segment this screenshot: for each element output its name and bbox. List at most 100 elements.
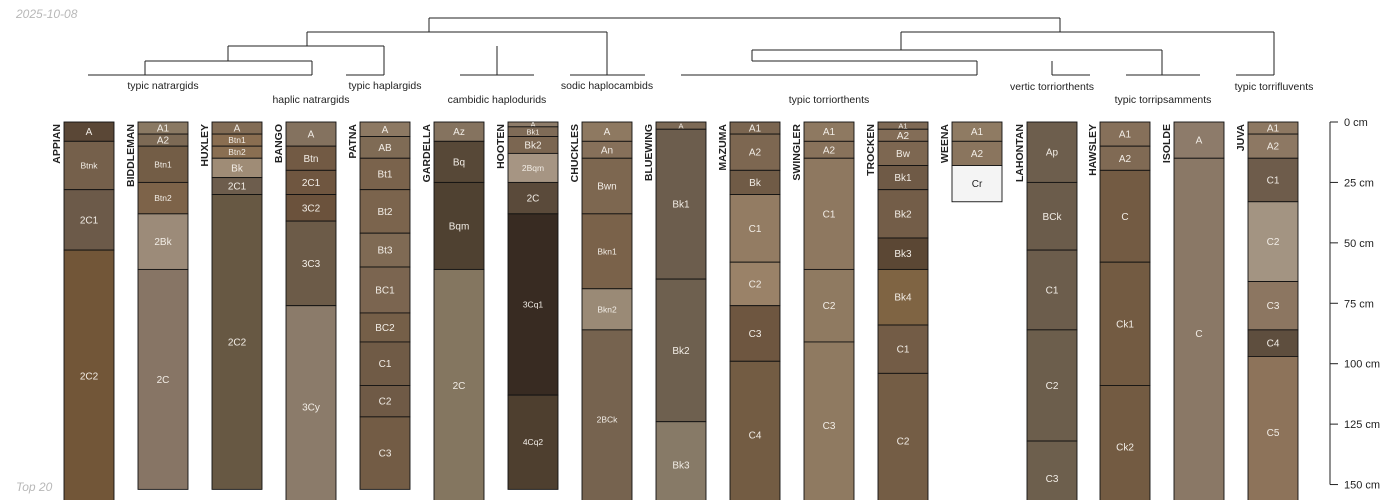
horizon [877,372,929,500]
horizon-label: C1 [749,224,762,235]
horizon [1247,281,1299,331]
horizon-label: A [1196,136,1203,147]
horizon-label: 2C2 [80,371,99,382]
taxon-label: typic haplargids [349,80,422,92]
taxon-label: vertic torriorthents [1010,81,1094,93]
horizon [877,324,929,374]
horizon-label: Az [453,127,465,138]
horizon-label: Bw [896,149,911,160]
horizon [507,213,559,396]
horizon-label: 2C [453,381,466,392]
horizon-label: 2C [527,194,540,205]
horizon [137,268,189,490]
depth-tick-label: 100 cm [1344,359,1380,371]
horizon-label: C4 [1267,339,1280,350]
horizon [729,133,781,171]
horizon-label: A [530,120,535,129]
horizon-label: C4 [749,431,762,442]
horizon-label: Bk2 [524,140,542,151]
horizon [359,341,411,386]
horizon-label: Ap [1046,148,1059,159]
horizon-label: Bqm [449,221,470,232]
horizon-label: A2 [897,131,910,142]
profile-name: BIDDLEMAN [125,124,137,187]
profile-name: HUXLEY [199,124,211,167]
horizon [1247,133,1299,159]
horizon [877,237,929,270]
horizon [729,305,781,362]
horizon-label: C1 [1046,285,1059,296]
horizon-label: A2 [1267,142,1280,153]
horizon-label: A [308,130,315,141]
horizon [1026,440,1078,500]
horizon-label: A [382,125,389,136]
horizon [1247,201,1299,282]
depth-tick-label: 25 cm [1344,177,1374,189]
horizon-label: Bk2 [672,346,690,357]
horizon-label: C2 [897,437,910,448]
depth-tick-label: 75 cm [1344,298,1374,310]
horizon-label: C2 [823,301,836,312]
taxon-label: cambidic haplodurids [448,94,547,106]
profile-name: CHUCKLES [569,124,581,182]
horizon-label: Bwn [597,182,616,193]
horizon-label: A [234,124,241,135]
horizon [285,169,337,195]
horizon-label: Btn [303,154,318,165]
horizon-label: C [1121,212,1128,223]
profile-name: HOOTEN [495,124,507,169]
profile-name: MAZUMA [717,124,729,171]
horizon-label: Bk2 [894,209,912,220]
horizon-label: A2 [971,149,984,160]
horizon-label: BC2 [375,323,395,334]
horizon [63,249,115,500]
horizon-label: 2C2 [228,337,247,348]
horizon-label: Bt1 [377,169,392,180]
profile-name: ISOLDE [1161,124,1173,163]
horizon-label: A2 [823,145,836,156]
horizon [655,278,707,423]
horizon-label: Cr [972,179,983,190]
horizon [433,140,485,183]
horizon-label: C1 [1267,176,1280,187]
horizon-label: An [601,145,613,156]
horizon-label: Btnk [80,160,98,170]
horizon [655,421,707,500]
horizon [1099,385,1151,500]
horizon [137,181,189,215]
horizon-label: 4Cq2 [523,437,544,447]
horizon-label: 2C1 [80,215,99,226]
horizon [581,288,633,331]
horizon-label: Bt3 [377,246,392,257]
horizon [211,194,263,490]
horizon-label: C3 [749,329,762,340]
horizon [877,268,929,326]
horizon [285,305,337,500]
horizon-label: A1 [749,124,762,135]
horizon [877,165,929,191]
horizon-label: Bkn1 [597,246,617,256]
horizon [655,128,707,280]
profile-name: GARDELLA [421,124,433,183]
horizon-label: A1 [823,127,836,138]
horizon-label: 2BCk [597,414,619,424]
horizon [285,194,337,222]
horizon-label: Btn1 [154,159,172,169]
profile-name: TROCKEN [865,124,877,176]
horizon-label: 3Cy [302,403,320,414]
horizon-label: C2 [749,279,762,290]
horizon-label: Btn2 [228,147,246,157]
horizon-label: Btn2 [154,193,172,203]
profile-name: JUVA [1235,124,1247,152]
horizon-label: Bt2 [377,207,392,218]
horizon [359,157,411,191]
horizon [581,329,633,500]
horizon [803,157,855,270]
profile-name: PATNA [347,124,359,159]
horizon-label: 3C3 [302,259,321,270]
horizon-label: Bk4 [894,293,912,304]
horizon [433,268,485,500]
horizon [1026,121,1078,183]
profile-name: WEENA [939,124,951,164]
horizon-label: Bk1 [672,200,690,211]
